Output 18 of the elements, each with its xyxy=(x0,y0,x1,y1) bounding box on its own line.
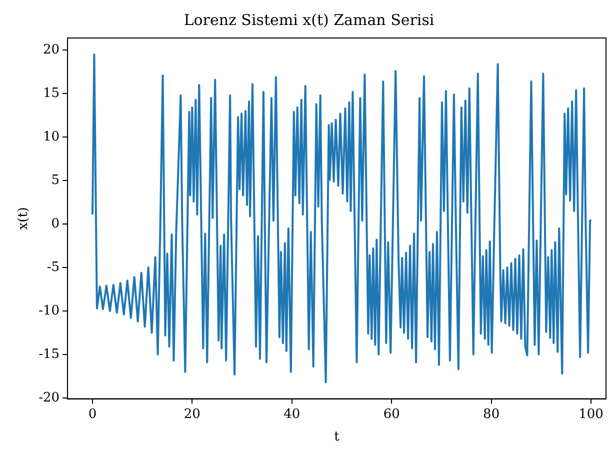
y-tick-label: 10 xyxy=(42,129,60,144)
y-tick-label: 15 xyxy=(42,86,60,102)
y-tick-label: -10 xyxy=(38,303,60,318)
x-tick-label: 100 xyxy=(578,406,604,422)
y-axis-title: x(t) xyxy=(16,207,32,230)
chart-title: Lorenz Sistemi x(t) Zaman Serisi xyxy=(184,10,434,29)
y-tick-label: 20 xyxy=(42,42,60,58)
y-tick-label: 0 xyxy=(51,216,60,232)
x-tick-label: 80 xyxy=(483,406,500,422)
y-tick-label: 5 xyxy=(51,172,60,188)
x-tick-label: 40 xyxy=(284,406,300,422)
y-tick-label: -5 xyxy=(46,260,60,275)
x-tick-label: 20 xyxy=(184,406,200,422)
x-tick-label: 60 xyxy=(383,406,400,422)
y-tick-label: -20 xyxy=(38,390,60,406)
x-tick-label: 0 xyxy=(88,406,97,422)
x-axis-title: t xyxy=(334,430,340,445)
y-tick-label: -15 xyxy=(38,346,60,362)
